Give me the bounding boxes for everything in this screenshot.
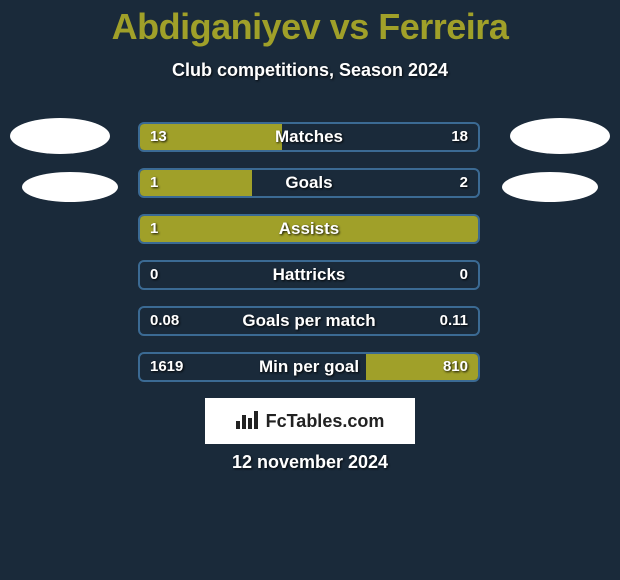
stat-row: 1Assists — [138, 214, 480, 244]
stat-value-right: 2 — [460, 170, 468, 196]
stat-label: Goals per match — [140, 308, 478, 334]
stat-value-right: 0 — [460, 262, 468, 288]
stat-label: Assists — [140, 216, 478, 242]
avatar-right-2 — [502, 172, 598, 202]
stat-row: 0.08Goals per match0.11 — [138, 306, 480, 336]
stat-label: Matches — [140, 124, 478, 150]
avatar-right-1 — [510, 118, 610, 154]
avatar-left-2 — [22, 172, 118, 202]
stat-label: Goals — [140, 170, 478, 196]
stat-row: 0Hattricks0 — [138, 260, 480, 290]
date-text: 12 november 2024 — [0, 452, 620, 473]
avatar-left-1 — [10, 118, 110, 154]
comparison-card: Abdiganiyev vs Ferreira Club competition… — [0, 0, 620, 580]
stat-row: 1Goals2 — [138, 168, 480, 198]
page-title: Abdiganiyev vs Ferreira — [0, 6, 620, 48]
stat-value-right: 810 — [443, 354, 468, 380]
subtitle: Club competitions, Season 2024 — [0, 60, 620, 81]
stat-row: 13Matches18 — [138, 122, 480, 152]
stat-value-right: 0.11 — [440, 308, 468, 334]
bar-chart-icon — [236, 409, 260, 434]
stat-label: Hattricks — [140, 262, 478, 288]
stat-row: 1619Min per goal810 — [138, 352, 480, 382]
stat-value-right: 18 — [451, 124, 468, 150]
source-badge: FcTables.com — [205, 398, 415, 444]
badge-text: FcTables.com — [266, 411, 385, 432]
stat-label: Min per goal — [140, 354, 478, 380]
comparison-bars: 13Matches18 1Goals2 1Assists 0Hattricks0 0.0… — [138, 122, 480, 398]
